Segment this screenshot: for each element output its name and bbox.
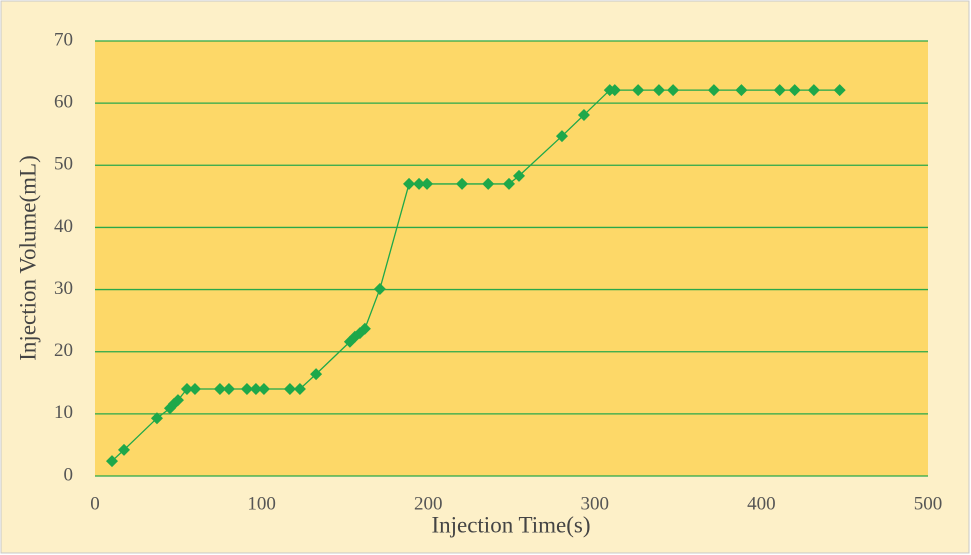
data-point (171, 394, 184, 407)
data-point (456, 177, 469, 190)
data-point (240, 383, 253, 395)
y-tick-label: 0 (64, 464, 74, 485)
data-point (577, 108, 590, 121)
y-tick-label: 50 (54, 154, 73, 175)
y-tick-label: 40 (54, 216, 73, 237)
data-point (555, 130, 568, 143)
data-point (735, 84, 748, 97)
data-point (632, 84, 645, 97)
plot-area (95, 41, 928, 476)
x-axis-title: Injection Time(s) (431, 512, 590, 537)
data-point (293, 383, 306, 395)
y-tick-label: 10 (54, 402, 73, 423)
data-point (512, 169, 525, 182)
data-point (403, 177, 416, 190)
data-point (773, 84, 786, 97)
data-point (833, 84, 846, 97)
data-point (150, 412, 163, 425)
data-point (608, 84, 621, 97)
x-tick-label: 500 (914, 493, 943, 514)
data-point (482, 177, 495, 190)
data-point (503, 177, 516, 190)
y-tick-label: 60 (54, 92, 73, 113)
data-point (105, 455, 118, 468)
x-tick-label: 0 (90, 493, 100, 514)
data-point (807, 84, 820, 97)
y-tick-label: 30 (54, 278, 73, 299)
data-point (222, 383, 235, 395)
y-tick-label: 70 (54, 29, 73, 50)
y-axis-title: Injection Volume(mL) (15, 155, 40, 360)
data-point (117, 443, 130, 456)
data-point (188, 383, 201, 395)
x-tick-label: 300 (581, 493, 610, 514)
data-point (667, 84, 680, 97)
x-tick-label: 100 (247, 493, 276, 514)
data-point (788, 84, 801, 97)
data-point (358, 322, 371, 335)
data-point (373, 282, 386, 295)
data-point (249, 383, 262, 395)
data-point (413, 177, 426, 190)
data-point (257, 383, 270, 395)
data-point (213, 383, 226, 395)
data-point (283, 383, 296, 395)
y-tick-label: 20 (54, 340, 73, 361)
data-point (180, 383, 193, 395)
data-point (652, 84, 665, 97)
data-point (707, 84, 720, 97)
x-tick-label: 200 (414, 493, 443, 514)
data-point (421, 177, 434, 190)
x-tick-label: 400 (747, 493, 776, 514)
data-point (310, 368, 323, 381)
